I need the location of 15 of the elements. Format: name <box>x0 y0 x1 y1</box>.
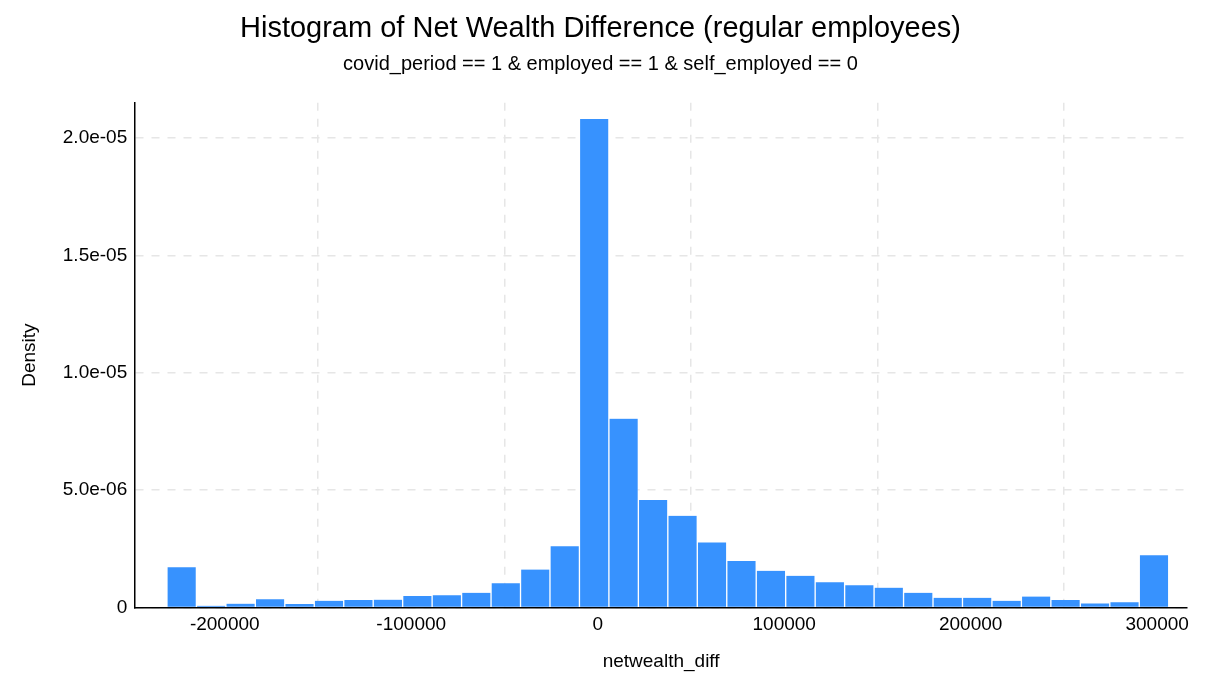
x-tick-label: 200000 <box>938 613 1003 635</box>
y-axis-title: Density <box>17 322 39 387</box>
y-tick-label: 1.5e-05 <box>62 243 128 265</box>
x-tick-label: -200000 <box>189 613 260 635</box>
y-tick-label: 0 <box>116 595 128 617</box>
chart-subtitle: covid_period == 1 & employed == 1 & self_employed == 0 <box>343 52 858 76</box>
x-tick-label: 100000 <box>752 613 816 635</box>
x-tick-label: 0 <box>592 613 604 635</box>
x-tick-label: -100000 <box>376 613 447 635</box>
chart-title: Histogram of Net Wealth Difference (regular employees) <box>239 11 962 44</box>
x-axis-title: netwealth_diff <box>602 649 721 672</box>
y-tick-label: 5.0e-06 <box>62 478 128 500</box>
y-tick-label: 1.0e-05 <box>62 360 128 382</box>
x-tick-label: 300000 <box>1125 613 1189 635</box>
y-tick-label: 2.0e-05 <box>62 126 128 148</box>
